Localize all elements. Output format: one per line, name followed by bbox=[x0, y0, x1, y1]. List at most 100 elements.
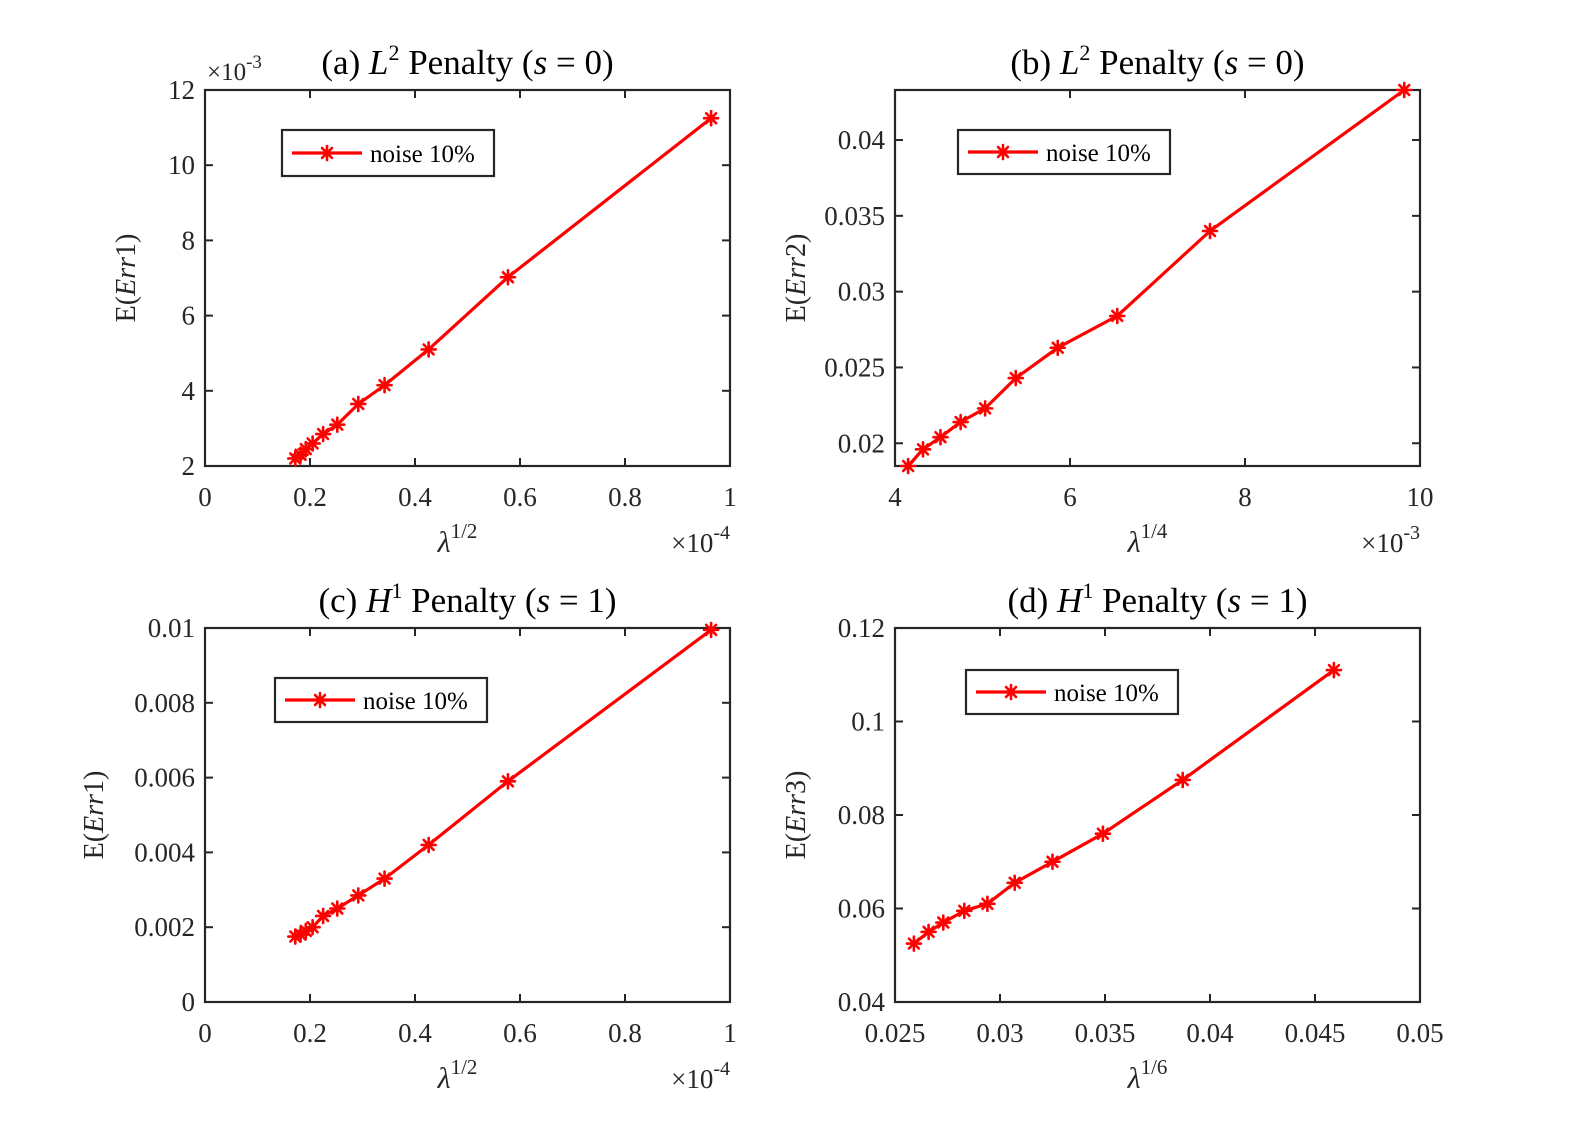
y-exponent-label: ×10-3 bbox=[207, 52, 262, 86]
legend-marker bbox=[1002, 683, 1020, 701]
y-tick-label: 0.006 bbox=[134, 763, 195, 793]
y-tick-label: 0.08 bbox=[838, 800, 885, 830]
data-point bbox=[304, 918, 321, 936]
y-tick-label: 0.1 bbox=[851, 707, 885, 737]
series-line-noise-10 bbox=[906, 88, 1406, 468]
x-tick-label: 0.035 bbox=[1075, 1018, 1136, 1048]
x-tick-label: 0.025 bbox=[865, 1018, 926, 1048]
y-tick-label: 0.04 bbox=[838, 125, 886, 155]
y-tick-label: 0.03 bbox=[838, 277, 885, 307]
x-tick-label: 0.2 bbox=[293, 1018, 327, 1048]
data-point bbox=[1108, 307, 1126, 325]
y-axis-label: E(Err2) bbox=[781, 234, 812, 323]
chart-title: (a) L2 Penalty (s = 0) bbox=[321, 40, 613, 82]
data-point bbox=[905, 935, 923, 952]
data-point bbox=[499, 268, 517, 286]
data-point bbox=[314, 907, 332, 925]
data-point bbox=[952, 413, 969, 431]
y-tick-label: 0.002 bbox=[134, 912, 195, 942]
legend-marker bbox=[994, 143, 1012, 161]
y-tick-label: 10 bbox=[168, 150, 195, 180]
x-tick-label: 0.04 bbox=[1186, 1018, 1234, 1048]
y-tick-label: 0.025 bbox=[824, 352, 885, 382]
x-tick-label: 0.6 bbox=[503, 482, 537, 512]
y-tick-label: 0.06 bbox=[838, 894, 885, 924]
legend: noise 10% bbox=[956, 128, 1172, 176]
x-tick-label: 0.4 bbox=[398, 1018, 432, 1048]
data-point bbox=[914, 441, 932, 458]
x-tick-label: 0 bbox=[198, 482, 212, 512]
data-point bbox=[420, 836, 437, 854]
legend: noise 10% bbox=[964, 668, 1180, 716]
data-point bbox=[702, 621, 720, 639]
data-point bbox=[376, 376, 393, 394]
y-tick-label: 0.12 bbox=[838, 613, 885, 643]
x-axis-label: λ1/2 bbox=[437, 519, 478, 559]
y-axis-label: E(Err1) bbox=[79, 771, 110, 860]
x-tick-label: 0.4 bbox=[398, 482, 432, 512]
x-axis-label: λ1/4 bbox=[1127, 519, 1168, 559]
data-point bbox=[349, 395, 367, 413]
legend-label: noise 10% bbox=[363, 688, 468, 715]
y-tick-label: 0.004 bbox=[134, 837, 195, 867]
data-point bbox=[1049, 339, 1067, 357]
x-axis-label: λ1/6 bbox=[1127, 1055, 1168, 1095]
x-tick-label: 0.03 bbox=[976, 1018, 1023, 1048]
data-point bbox=[702, 109, 720, 127]
data-point bbox=[420, 341, 437, 358]
data-point bbox=[1094, 825, 1112, 843]
legend-marker bbox=[318, 144, 336, 162]
data-point bbox=[1325, 661, 1343, 679]
x-tick-label: 10 bbox=[1407, 482, 1434, 512]
legend-label: noise 10% bbox=[1046, 140, 1151, 167]
data-point bbox=[1007, 369, 1025, 387]
data-point bbox=[934, 914, 952, 931]
x-exponent-label: ×10-3 bbox=[1361, 522, 1420, 558]
legend: noise 10% bbox=[280, 128, 496, 178]
y-axis-label: E(Err3) bbox=[781, 771, 812, 860]
data-point bbox=[1174, 771, 1191, 789]
axes-frame bbox=[203, 626, 732, 1004]
y-tick-label: 0.02 bbox=[838, 428, 885, 458]
x-tick-label: 0.8 bbox=[608, 1018, 642, 1048]
data-point bbox=[1044, 853, 1061, 871]
legend-label: noise 10% bbox=[1054, 680, 1159, 707]
x-tick-label: 0.6 bbox=[503, 1018, 537, 1048]
x-tick-label: 0.045 bbox=[1285, 1018, 1346, 1048]
chart-panel-b: 4 6 8 10 0.02 0.025 0.03 0.035 0.04 (b) L2 Penalt… bbox=[781, 40, 1434, 559]
y-tick-label: 0.01 bbox=[148, 613, 195, 643]
x-tick-label: 6 bbox=[1063, 482, 1077, 512]
chart-title: (d) H1 Penalty (s = 1) bbox=[1007, 578, 1307, 620]
y-tick-label: 8 bbox=[182, 225, 196, 255]
data-point bbox=[1006, 874, 1024, 892]
data-point bbox=[304, 435, 321, 452]
data-point bbox=[499, 773, 517, 790]
data-point bbox=[314, 425, 332, 443]
y-tick-label: 4 bbox=[182, 376, 196, 406]
data-point bbox=[979, 895, 996, 913]
data-point bbox=[899, 457, 917, 475]
data-point bbox=[376, 870, 393, 887]
x-tick-label: 8 bbox=[1238, 482, 1252, 512]
legend-marker bbox=[311, 691, 329, 709]
data-point bbox=[932, 428, 949, 446]
x-tick-label: 1 bbox=[723, 1018, 737, 1048]
data-point bbox=[328, 416, 346, 433]
axes-frame bbox=[203, 88, 732, 468]
chart-panel-d: 0.025 0.03 0.035 0.04 0.045 0.05 0.04 0.06 0.08 0… bbox=[781, 578, 1444, 1095]
data-point bbox=[1395, 81, 1413, 99]
data-point bbox=[1201, 222, 1219, 240]
data-point bbox=[349, 887, 367, 904]
x-tick-label: 1 bbox=[723, 482, 737, 512]
data-point bbox=[976, 400, 994, 417]
x-axis-label: λ1/2 bbox=[437, 1055, 478, 1095]
data-point bbox=[920, 923, 937, 941]
x-exponent-label: ×10-4 bbox=[671, 1058, 730, 1094]
y-axis-label: E(Err1) bbox=[111, 234, 142, 323]
chart-panel-c: 0 0.2 0.4 0.6 0.8 1 0 0.002 0.004 0.006 0.008 0.01 (… bbox=[79, 578, 737, 1095]
y-tick-label: 0.008 bbox=[134, 688, 195, 718]
y-tick-label: 12 bbox=[168, 75, 195, 105]
y-tick-label: 6 bbox=[182, 301, 196, 331]
